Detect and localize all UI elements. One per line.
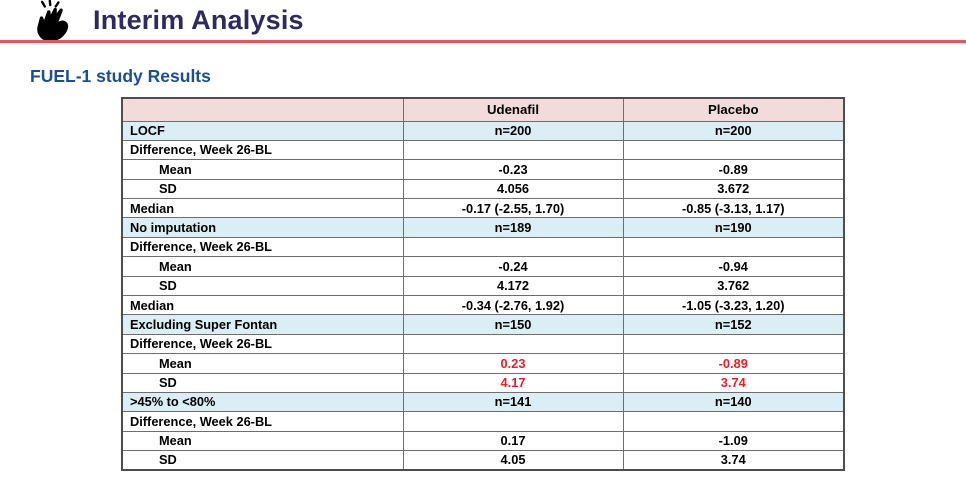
row-label-cell: Difference, Week 26-BL [121, 236, 404, 258]
row-label-cell: Median [121, 198, 404, 219]
table-row: SD 4.056 3.672 [121, 178, 845, 200]
row-label-cell: Mean [121, 256, 404, 277]
value-cell [622, 139, 845, 161]
value-cell: -0.94 [622, 256, 845, 277]
value-cell: 3.762 [622, 275, 845, 297]
row-label-cell: Mean [121, 430, 404, 452]
clapping-hands-icon [37, 0, 69, 42]
table-row: SD 4.05 3.74 [121, 450, 845, 471]
table-row: Difference, Week 26-BL [121, 411, 845, 432]
table-row: Median -0.34 (-2.76, 1.92) -1.05 (-3.23, 1… [121, 295, 845, 316]
value-cell: n=140 [622, 391, 845, 413]
value-cell: 3.74 [622, 450, 845, 471]
table-row: SD 4.17 3.74 [121, 372, 845, 393]
table-header-cell-placebo: Placebo [622, 97, 845, 122]
value-cell: -0.89 [622, 353, 845, 374]
value-cell [622, 236, 845, 258]
table-row: >45% to <80% n=141 n=140 [121, 391, 845, 413]
table-header-cell-udenafil: Udenafil [402, 97, 624, 122]
table-row: Difference, Week 26-BL [121, 139, 845, 161]
row-label-cell: SD [121, 372, 404, 393]
results-table: Udenafil Placebo LOCF n=200 n=200 Differenc… [121, 97, 845, 472]
table-row: No imputation n=189 n=190 [121, 217, 845, 238]
value-cell: -1.09 [622, 430, 845, 452]
value-cell: n=200 [622, 120, 845, 141]
row-label-cell: Mean [121, 353, 404, 374]
table-row: Excluding Super Fontan n=150 n=152 [121, 314, 845, 335]
row-label-cell: Difference, Week 26-BL [121, 333, 404, 355]
table-row: Mean 0.17 -1.09 [121, 430, 845, 452]
table-row: Mean -0.24 -0.94 [121, 256, 845, 277]
value-cell [402, 411, 624, 432]
value-cell: -0.17 (-2.55, 1.70) [402, 198, 624, 219]
row-label-cell: Mean [121, 159, 404, 180]
value-cell: 4.05 [402, 450, 624, 471]
table-row: Mean -0.23 -0.89 [121, 159, 845, 180]
row-label-cell: Difference, Week 26-BL [121, 139, 404, 161]
row-label-cell: >45% to <80% [121, 391, 404, 413]
value-cell: n=141 [402, 391, 624, 413]
value-cell: -1.05 (-3.23, 1.20) [622, 295, 845, 316]
table-row: LOCF n=200 n=200 [121, 120, 845, 141]
value-cell: -0.89 [622, 159, 845, 180]
page-title: Interim Analysis [93, 4, 304, 35]
value-cell: n=189 [402, 217, 624, 238]
table-row: Mean 0.23 -0.89 [121, 353, 845, 374]
value-cell [402, 236, 624, 258]
value-cell: -0.23 [402, 159, 624, 180]
value-cell: 4.172 [402, 275, 624, 297]
row-label-cell: Excluding Super Fontan [121, 314, 404, 335]
value-cell [402, 139, 624, 161]
table-row: Difference, Week 26-BL [121, 333, 845, 355]
table-header-cell-label [121, 97, 404, 122]
row-label-cell: SD [121, 450, 404, 471]
value-cell: 0.17 [402, 430, 624, 452]
value-cell [622, 333, 845, 355]
section-title: FUEL-1 study Results [30, 66, 211, 86]
header-divider [0, 40, 966, 43]
row-label-cell: No imputation [121, 217, 404, 238]
row-label-cell: LOCF [121, 120, 404, 141]
value-cell: 3.74 [622, 372, 845, 393]
value-cell: -0.34 (-2.76, 1.92) [402, 295, 624, 316]
value-cell: n=150 [402, 314, 624, 335]
value-cell: 0.23 [402, 353, 624, 374]
table-row: SD 4.172 3.762 [121, 275, 845, 297]
table-row: Median -0.17 (-2.55, 1.70) -0.85 (-3.13, 1… [121, 198, 845, 219]
value-cell: 3.672 [622, 178, 845, 200]
row-label-cell: SD [121, 178, 404, 200]
row-label-cell: Median [121, 295, 404, 316]
value-cell: n=152 [622, 314, 845, 335]
value-cell [622, 411, 845, 432]
value-cell: -0.24 [402, 256, 624, 277]
slide-header: Interim Analysis [0, 0, 966, 42]
value-cell: n=190 [622, 217, 845, 238]
value-cell: 4.17 [402, 372, 624, 393]
value-cell: n=200 [402, 120, 624, 141]
value-cell: -0.85 (-3.13, 1.17) [622, 198, 845, 219]
row-label-cell: Difference, Week 26-BL [121, 411, 404, 432]
table-header-row: Udenafil Placebo [121, 97, 845, 122]
value-cell: 4.056 [402, 178, 624, 200]
value-cell [402, 333, 624, 355]
table-row: Difference, Week 26-BL [121, 236, 845, 258]
row-label-cell: SD [121, 275, 404, 297]
